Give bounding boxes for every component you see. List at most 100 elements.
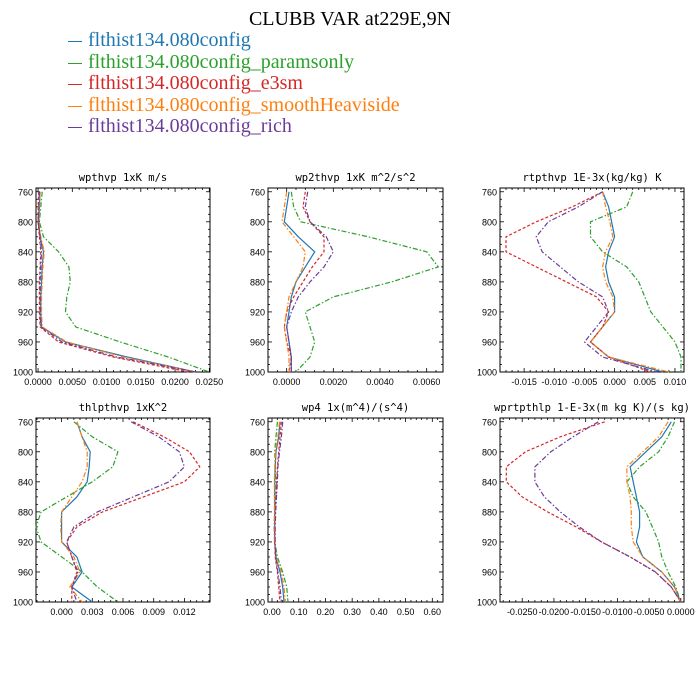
y-tick-label: 1000 bbox=[13, 598, 33, 608]
y-tick-label: 880 bbox=[250, 507, 265, 517]
panel-title: rtpthvp 1E-3x(kg/kg) K bbox=[522, 172, 662, 184]
legend-swatch bbox=[68, 84, 82, 86]
x-tick-label: 0.00 bbox=[263, 607, 281, 617]
series-line bbox=[535, 191, 658, 373]
plot-frame bbox=[35, 187, 211, 373]
y-tick-label: 920 bbox=[18, 537, 33, 547]
series-line bbox=[286, 191, 334, 372]
x-tick-label: 0.000 bbox=[50, 607, 73, 617]
series-line bbox=[589, 191, 670, 373]
plot-panel: wp2thvp 1xK m^2/s^2 760 800 840 880 920 960 100… bbox=[245, 172, 444, 387]
x-tick-label: 0.60 bbox=[424, 607, 442, 617]
y-tick-label: 800 bbox=[482, 217, 497, 227]
legend-swatch bbox=[68, 41, 82, 43]
series-line bbox=[66, 421, 201, 602]
x-tick-label: 0.012 bbox=[173, 607, 196, 617]
y-tick-label: 800 bbox=[250, 447, 265, 457]
series-line bbox=[505, 191, 652, 373]
series-line bbox=[273, 421, 289, 603]
series-line bbox=[35, 421, 119, 603]
x-tick-label: 0.0000 bbox=[24, 377, 52, 387]
series-line bbox=[534, 421, 682, 603]
x-tick-label: -0.005 bbox=[572, 377, 598, 387]
legend-label: flthist134.080config_smoothHeaviside bbox=[88, 93, 400, 116]
series-line bbox=[38, 191, 196, 373]
y-tick-label: 960 bbox=[18, 337, 33, 347]
plot-panel: wpthvp 1xK m/s76080084088092096010000.00… bbox=[13, 172, 223, 387]
x-tick-label: -0.0250 bbox=[507, 607, 538, 617]
series-line bbox=[589, 191, 664, 373]
legend-swatch bbox=[68, 62, 82, 64]
x-tick-label: -0.0150 bbox=[570, 607, 601, 617]
y-tick-label: 840 bbox=[18, 247, 33, 257]
legend-item: flthist134.080config_e3sm bbox=[68, 72, 400, 95]
y-tick-label: 960 bbox=[18, 567, 33, 577]
y-tick-label: 800 bbox=[18, 447, 33, 457]
y-tick-label: 1000 bbox=[245, 598, 265, 608]
x-tick-label: 0.009 bbox=[142, 607, 165, 617]
plot-frame bbox=[267, 417, 444, 603]
plot-frame bbox=[35, 417, 211, 603]
y-tick-label: 920 bbox=[250, 307, 265, 317]
y-tick-label: 800 bbox=[250, 217, 265, 227]
y-tick-label: 760 bbox=[250, 187, 265, 197]
y-tick-label: 840 bbox=[482, 477, 497, 487]
panel-title: wprtpthlp 1-E-3x(m kg K)/(s kg) bbox=[494, 402, 690, 414]
series-line bbox=[283, 191, 325, 373]
figure-title: CLUBB VAR at229E,9N bbox=[248, 8, 452, 30]
panel-title: thlpthvp 1xK^2 bbox=[79, 402, 168, 414]
legend-label: flthist134.080config bbox=[88, 29, 251, 52]
plot-frame bbox=[267, 187, 444, 373]
y-tick-label: 840 bbox=[18, 477, 33, 487]
x-tick-label: 0.50 bbox=[397, 607, 415, 617]
x-tick-label: -0.0200 bbox=[539, 607, 570, 617]
x-tick-label: 0.0100 bbox=[93, 377, 121, 387]
x-tick-label: 0.0000 bbox=[273, 377, 301, 387]
plot-panel: rtpthvp 1E-3x(kg/kg) K 760 800 840 880 920 960… bbox=[477, 172, 686, 387]
x-tick-label: 0.10 bbox=[290, 607, 308, 617]
series-line bbox=[505, 421, 682, 603]
legend: flthist134.080config flthist134.080confi… bbox=[68, 29, 400, 138]
panel-title: wp4 1x(m^4)/(s^4) bbox=[302, 402, 409, 414]
series-line bbox=[281, 191, 306, 372]
x-tick-label: 0.20 bbox=[317, 607, 335, 617]
y-tick-label: 920 bbox=[250, 537, 265, 547]
y-tick-label: 760 bbox=[250, 417, 265, 427]
x-tick-label: -0.015 bbox=[511, 377, 537, 387]
x-tick-label: 0.30 bbox=[343, 607, 361, 617]
y-tick-label: 760 bbox=[18, 187, 33, 197]
x-tick-label: 0.0250 bbox=[196, 377, 224, 387]
y-tick-label: 880 bbox=[482, 277, 497, 287]
x-tick-label: 0.003 bbox=[81, 607, 104, 617]
y-tick-label: 920 bbox=[482, 537, 497, 547]
y-tick-label: 960 bbox=[482, 567, 497, 577]
y-tick-label: 960 bbox=[250, 337, 265, 347]
x-tick-label: 0.000 bbox=[603, 377, 626, 387]
series-line bbox=[626, 421, 682, 603]
legend-label: flthist134.080config_paramsonly bbox=[88, 50, 355, 73]
x-tick-label: -0.0100 bbox=[602, 607, 633, 617]
x-tick-label: 0.006 bbox=[112, 607, 135, 617]
legend-item: flthist134.080config_paramsonly bbox=[68, 50, 400, 74]
series-line bbox=[589, 191, 682, 372]
y-tick-label: 1000 bbox=[477, 368, 497, 378]
y-tick-label: 1000 bbox=[13, 368, 33, 378]
plot-panel: wprtpthlp 1-E-3x(m kg K)/(s kg) 760 800 840… bbox=[477, 402, 695, 617]
x-tick-label: 0.0020 bbox=[320, 377, 348, 387]
y-tick-label: 760 bbox=[482, 187, 497, 197]
panel-title: wp2thvp 1xK m^2/s^2 bbox=[295, 172, 415, 184]
series-line bbox=[290, 191, 439, 373]
plot-frame bbox=[499, 417, 685, 603]
series-line bbox=[66, 421, 185, 603]
series-line bbox=[60, 421, 93, 603]
y-tick-label: 840 bbox=[250, 477, 265, 487]
y-tick-label: 960 bbox=[250, 567, 265, 577]
y-tick-label: 880 bbox=[18, 277, 33, 287]
y-tick-label: 760 bbox=[18, 417, 33, 427]
series-line bbox=[38, 191, 196, 373]
x-tick-label: 0.40 bbox=[370, 607, 388, 617]
x-tick-label: -0.010 bbox=[542, 377, 568, 387]
y-tick-label: 920 bbox=[482, 307, 497, 317]
plot-panel: thlpthvp 1xK^2 760 800 840 880 920 960 1000 0.00… bbox=[13, 402, 211, 617]
